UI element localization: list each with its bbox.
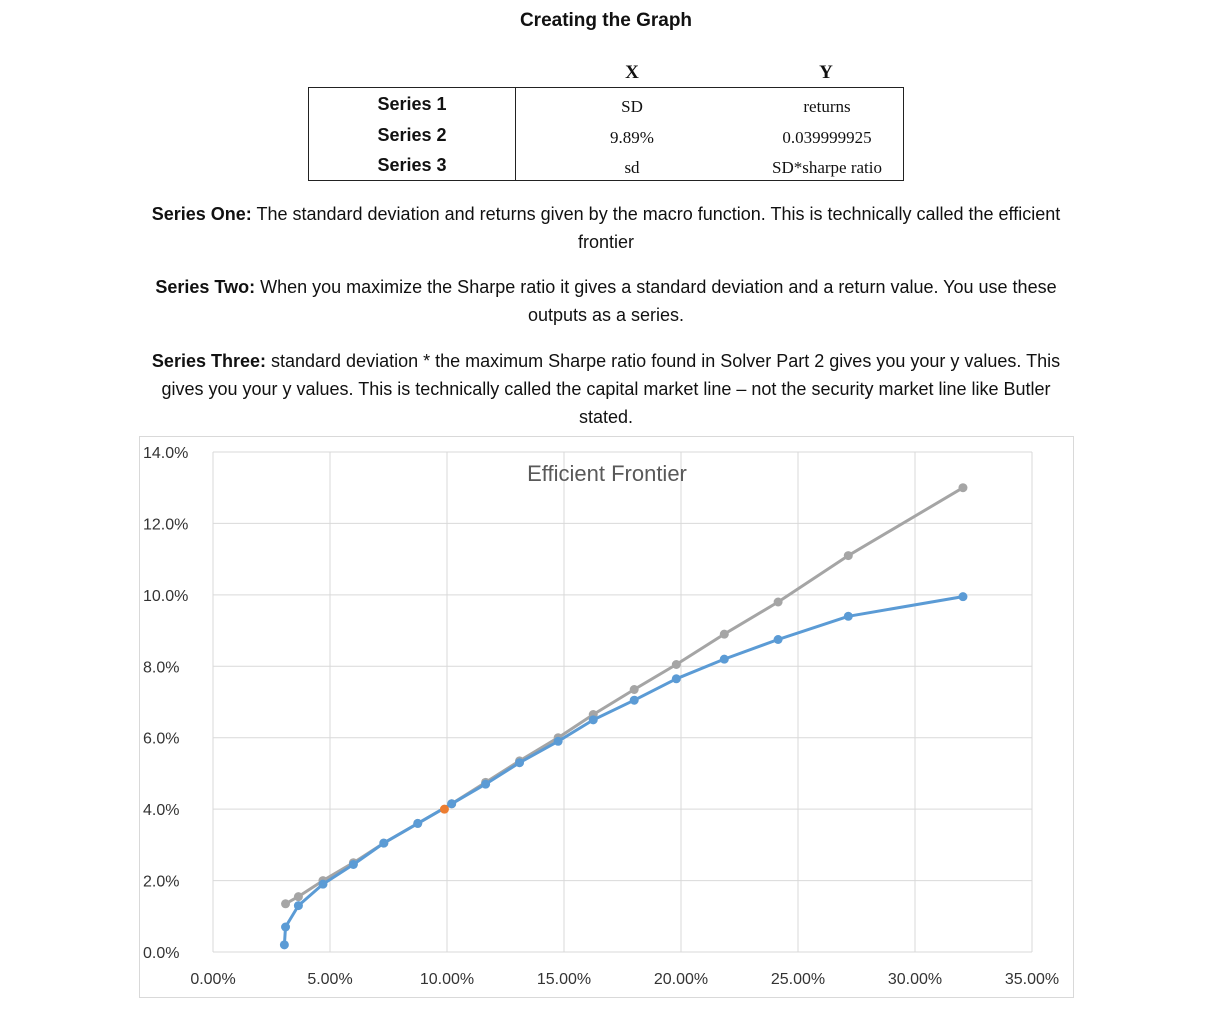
series-three-text: standard deviation * the maximum Sharpe … — [161, 351, 1061, 427]
table-divider — [515, 88, 516, 180]
y-tick-label: 0.0% — [143, 945, 179, 962]
x-tick-label: 0.00% — [190, 971, 235, 988]
efficient-frontier-chart: 0.00% 5.00% 10.00% 15.00% 20.00% 25.00% 30.00%… — [139, 436, 1074, 998]
series1-point — [671, 674, 681, 684]
series1-point — [279, 940, 289, 950]
series3-point — [629, 685, 639, 694]
y-tick-label: 8.0% — [143, 659, 179, 676]
series3-point — [293, 892, 303, 902]
series-one-text: The standard deviation and returns given… — [256, 204, 1061, 252]
series1-point — [413, 818, 423, 828]
series1-point — [629, 695, 639, 705]
y-tick-label: 2.0% — [143, 874, 179, 891]
series-three-label: Series Three: — [151, 351, 266, 371]
column-header-y: Y — [819, 62, 833, 83]
series3-point — [773, 597, 783, 607]
series-name: Series 1 — [377, 94, 447, 114]
series-two-description: Series Two: When you maximize the Sharpe… — [140, 273, 1072, 329]
series-three-description: Series Three: standard deviation * the m… — [140, 347, 1072, 431]
series-x-value: SD — [621, 97, 643, 116]
y-tick-label: 14.0% — [143, 445, 188, 462]
series3-point — [719, 629, 729, 639]
table-row: Series 3 sd SD*sharpe ratio — [309, 151, 903, 182]
page-title: Creating the Graph — [519, 10, 693, 31]
table-row: Series 1 SD returns — [309, 90, 903, 121]
series2-point — [439, 804, 449, 814]
column-header-x: X — [625, 62, 639, 83]
series3-point — [281, 899, 291, 909]
series1-point — [773, 635, 783, 644]
series3-point — [671, 660, 681, 669]
series-y-value: returns — [803, 97, 851, 116]
x-tick-label: 30.00% — [888, 971, 942, 988]
series-x-value: 9.89% — [610, 128, 654, 147]
series1-point — [958, 592, 968, 602]
series-two-label: Series Two: — [155, 277, 256, 297]
x-tick-label: 5.00% — [307, 971, 352, 988]
series-name: Series 2 — [377, 125, 447, 145]
x-tick-label: 35.00% — [1005, 971, 1059, 988]
series-y-value: SD*sharpe ratio — [771, 158, 882, 177]
series-two-text: When you maximize the Sharpe ratio it gi… — [260, 277, 1057, 325]
y-tick-label: 12.0% — [143, 516, 188, 533]
series1-point — [281, 922, 291, 932]
series-table: Series 1 SD returns Series 2 9.89% 0.039… — [308, 87, 904, 181]
series1-point — [481, 779, 491, 789]
series1-point — [588, 715, 598, 725]
series1-point — [719, 654, 729, 664]
table-row: Series 2 9.89% 0.039999925 — [309, 121, 903, 152]
series-y-value: 0.039999925 — [782, 128, 872, 147]
x-tick-label: 15.00% — [537, 971, 591, 988]
series-one-description: Series One: The standard deviation and r… — [140, 200, 1072, 256]
series1-point — [348, 860, 358, 869]
series1-point — [515, 758, 525, 768]
series1-point — [447, 799, 457, 809]
x-tick-label: 10.00% — [420, 971, 474, 988]
y-tick-label: 10.0% — [143, 588, 188, 605]
series-x-value: sd — [624, 158, 640, 177]
series1-point — [293, 901, 303, 911]
x-tick-label: 20.00% — [654, 971, 708, 988]
y-tick-label: 4.0% — [143, 802, 179, 819]
chart-title: Efficient Frontier — [527, 461, 687, 486]
series1-point — [318, 879, 328, 889]
series1-point — [843, 611, 853, 621]
series1-line — [282, 595, 964, 945]
series1-point — [379, 838, 389, 848]
series1-point — [553, 736, 563, 746]
chart-canvas: 0.00% 5.00% 10.00% 15.00% 20.00% 25.00% 30.00%… — [143, 445, 1059, 988]
y-tick-label: 6.0% — [143, 731, 179, 748]
series-name: Series 3 — [377, 155, 447, 175]
series-one-label: Series One: — [151, 204, 252, 224]
x-tick-label: 25.00% — [771, 971, 825, 988]
series3-point — [843, 551, 853, 561]
series3-point — [958, 483, 968, 493]
